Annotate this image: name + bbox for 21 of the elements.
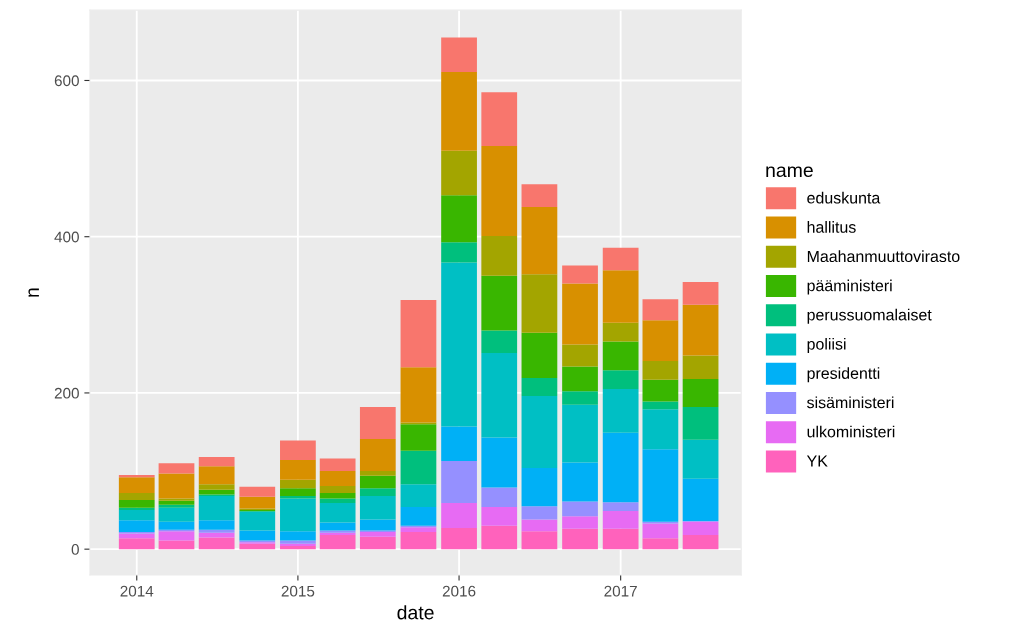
x-tick-label: 2015 xyxy=(281,585,315,597)
x-tick-label: 2017 xyxy=(604,585,637,597)
y-tick-label: 200 xyxy=(54,387,79,399)
legend-label: poliisi xyxy=(807,338,846,353)
x-tick-label: 2014 xyxy=(120,585,154,597)
legend-label: sisäministeri xyxy=(807,396,894,409)
legend-label: pääministeri xyxy=(807,279,892,295)
legend-label: eduskunta xyxy=(807,191,881,204)
legend-label: perussuomalaiset xyxy=(807,308,932,324)
x-tick-label: 2016 xyxy=(442,585,476,597)
legend-title: name xyxy=(766,166,813,178)
y-tick-label: 600 xyxy=(54,75,79,87)
legend-label: presidentti xyxy=(807,367,880,383)
legend-label: YK xyxy=(806,455,828,467)
legend-label: hallitus xyxy=(807,221,856,233)
legend-label: ulkoministeri xyxy=(807,425,895,438)
x-axis-title: date xyxy=(397,605,434,620)
y-tick-label: 400 xyxy=(54,231,79,243)
y-tick-label: 0 xyxy=(71,544,79,555)
legend-label: Maahanmuuttovirasto xyxy=(807,250,960,263)
y-axis-title: n xyxy=(28,288,39,297)
